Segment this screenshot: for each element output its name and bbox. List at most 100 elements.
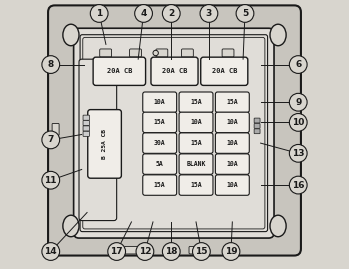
FancyBboxPatch shape — [143, 175, 177, 195]
FancyBboxPatch shape — [143, 133, 177, 153]
Text: 10: 10 — [292, 118, 304, 127]
FancyBboxPatch shape — [179, 92, 213, 112]
Text: 10A: 10A — [190, 119, 202, 125]
Text: 18: 18 — [165, 247, 178, 256]
Text: 6: 6 — [295, 60, 302, 69]
Ellipse shape — [270, 24, 286, 46]
Text: B 25A CB: B 25A CB — [102, 129, 107, 159]
Text: 30A: 30A — [154, 140, 165, 146]
FancyBboxPatch shape — [83, 126, 89, 131]
FancyBboxPatch shape — [215, 92, 249, 112]
Text: 7: 7 — [47, 135, 54, 144]
FancyBboxPatch shape — [181, 49, 193, 57]
Text: 2: 2 — [168, 9, 174, 18]
Circle shape — [42, 171, 60, 189]
Text: 10A: 10A — [227, 119, 238, 125]
Circle shape — [289, 93, 307, 111]
FancyBboxPatch shape — [201, 57, 248, 86]
Text: 13: 13 — [292, 149, 304, 158]
FancyBboxPatch shape — [100, 49, 112, 57]
Text: 20A CB: 20A CB — [106, 68, 132, 74]
Text: BLANK: BLANK — [186, 161, 206, 167]
Text: 15A: 15A — [227, 99, 238, 105]
FancyBboxPatch shape — [215, 133, 249, 153]
Text: 15A: 15A — [190, 182, 202, 188]
FancyBboxPatch shape — [179, 133, 213, 153]
Circle shape — [162, 5, 180, 22]
FancyBboxPatch shape — [79, 59, 117, 221]
Circle shape — [289, 176, 307, 194]
Circle shape — [42, 243, 60, 260]
Text: 10A: 10A — [154, 99, 165, 105]
FancyBboxPatch shape — [92, 9, 106, 17]
FancyBboxPatch shape — [179, 175, 213, 195]
Circle shape — [42, 56, 60, 73]
Text: 15A: 15A — [190, 99, 202, 105]
FancyBboxPatch shape — [52, 123, 59, 135]
FancyBboxPatch shape — [254, 129, 260, 134]
FancyBboxPatch shape — [129, 49, 141, 57]
Circle shape — [108, 243, 126, 260]
FancyBboxPatch shape — [83, 115, 89, 120]
Ellipse shape — [63, 24, 79, 46]
FancyBboxPatch shape — [215, 175, 249, 195]
FancyBboxPatch shape — [222, 49, 234, 57]
Circle shape — [162, 243, 180, 260]
FancyBboxPatch shape — [215, 112, 249, 133]
Text: 9: 9 — [295, 98, 302, 107]
FancyBboxPatch shape — [202, 9, 216, 17]
FancyBboxPatch shape — [143, 92, 177, 112]
Text: 12: 12 — [139, 247, 151, 256]
Text: 16: 16 — [292, 180, 304, 190]
FancyBboxPatch shape — [125, 246, 139, 254]
FancyBboxPatch shape — [179, 112, 213, 133]
FancyBboxPatch shape — [83, 121, 89, 126]
Circle shape — [153, 50, 158, 56]
FancyBboxPatch shape — [215, 154, 249, 174]
Circle shape — [200, 5, 218, 22]
Text: 19: 19 — [225, 247, 237, 256]
Text: 17: 17 — [110, 247, 123, 256]
FancyBboxPatch shape — [156, 49, 168, 57]
Circle shape — [193, 243, 210, 260]
Circle shape — [236, 5, 254, 22]
Circle shape — [289, 144, 307, 162]
Text: 4: 4 — [140, 9, 147, 18]
Text: 10A: 10A — [227, 140, 238, 146]
FancyBboxPatch shape — [254, 123, 260, 128]
FancyBboxPatch shape — [88, 110, 121, 178]
Text: 5A: 5A — [156, 161, 164, 167]
Text: 15: 15 — [195, 247, 208, 256]
Circle shape — [222, 243, 240, 260]
Text: 15A: 15A — [190, 140, 202, 146]
FancyBboxPatch shape — [151, 57, 198, 86]
Text: 15A: 15A — [154, 119, 165, 125]
Text: 1: 1 — [96, 9, 102, 18]
Ellipse shape — [63, 215, 79, 237]
FancyBboxPatch shape — [93, 57, 146, 86]
Text: 10A: 10A — [227, 182, 238, 188]
Ellipse shape — [270, 215, 286, 237]
Circle shape — [136, 243, 154, 260]
FancyBboxPatch shape — [74, 28, 274, 238]
Circle shape — [135, 5, 153, 22]
FancyBboxPatch shape — [143, 112, 177, 133]
Circle shape — [289, 56, 307, 73]
Text: 10A: 10A — [227, 161, 238, 167]
FancyBboxPatch shape — [48, 5, 301, 256]
Text: 8: 8 — [47, 60, 54, 69]
FancyBboxPatch shape — [164, 9, 178, 17]
Text: 5: 5 — [242, 9, 248, 18]
FancyBboxPatch shape — [80, 35, 268, 232]
Text: 14: 14 — [44, 247, 57, 256]
Circle shape — [289, 114, 307, 131]
FancyBboxPatch shape — [143, 154, 177, 174]
Text: 15A: 15A — [154, 182, 165, 188]
Text: 3: 3 — [206, 9, 212, 18]
FancyBboxPatch shape — [189, 246, 203, 254]
Circle shape — [42, 131, 60, 149]
FancyBboxPatch shape — [164, 246, 178, 254]
FancyBboxPatch shape — [254, 118, 260, 123]
Text: 20A CB: 20A CB — [211, 68, 237, 74]
Text: 11: 11 — [45, 176, 57, 185]
